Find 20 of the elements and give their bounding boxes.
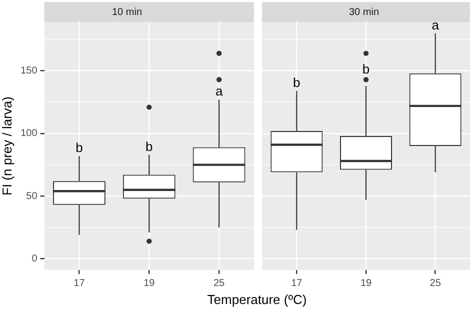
- y-tick-label: 50: [26, 190, 38, 202]
- x-axis-title: Temperature (ºC): [206, 292, 308, 307]
- x-tick-label: 17: [291, 278, 303, 289]
- x-tick-label: 19: [360, 278, 372, 289]
- chart-title: 30 min: [348, 6, 380, 18]
- y-tick-label: 0: [32, 253, 38, 264]
- y-axis-title: FI (n prey / larva): [0, 96, 14, 196]
- annotation: b: [146, 138, 153, 154]
- x-tick-label: 25: [430, 278, 442, 289]
- chart-title: 10 min: [112, 6, 142, 18]
- y-tick-label: 150: [20, 66, 38, 77]
- y-tick-label: 100: [20, 128, 38, 140]
- x-tick-label: 19: [144, 278, 156, 289]
- annotation: b: [362, 62, 370, 77]
- x-tick-label: 17: [74, 278, 86, 289]
- annotation: a: [215, 84, 224, 99]
- x-tick-label: 25: [213, 278, 226, 289]
- annotation: a: [432, 17, 440, 32]
- annotation: b: [293, 74, 300, 90]
- annotation: b: [76, 140, 83, 156]
